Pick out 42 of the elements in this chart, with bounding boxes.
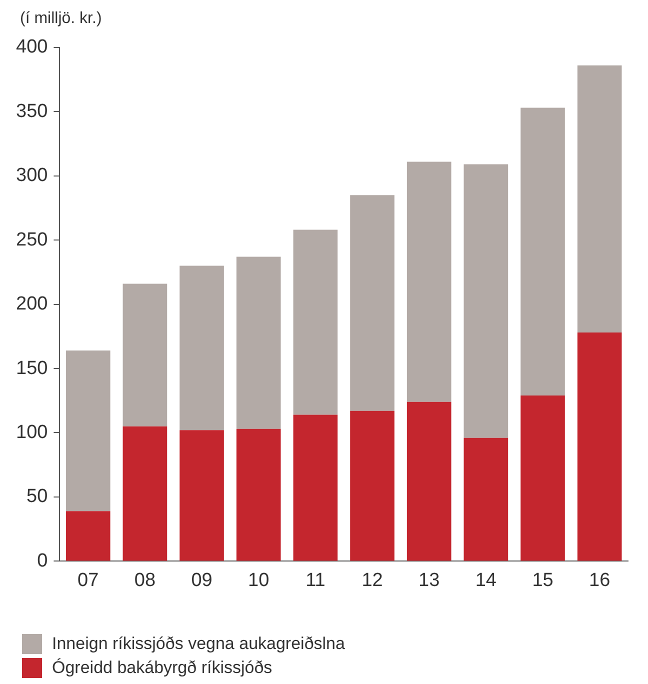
bar: [122, 284, 168, 426]
bar: [577, 332, 622, 561]
x-tick-label: 15: [532, 570, 554, 591]
bar: [350, 195, 394, 411]
y-tick-label: 200: [16, 294, 48, 315]
bar: [520, 108, 565, 396]
x-tick-label: 14: [475, 570, 497, 591]
y-tick-label: 300: [16, 165, 48, 186]
bar: [180, 266, 224, 430]
bar: [66, 350, 110, 512]
bar: [350, 410, 394, 561]
y-tick-label: 150: [16, 358, 48, 379]
bar: [577, 65, 622, 333]
x-tick-label: 13: [418, 570, 440, 591]
x-tick-label: 11: [306, 570, 326, 591]
y-tick-label: 250: [16, 229, 48, 250]
bar: [236, 428, 281, 561]
y-tick-label: 100: [16, 422, 48, 443]
bar: [293, 414, 338, 561]
bar: [180, 430, 224, 561]
y-axis-title: (í milljö. kr.): [20, 10, 102, 28]
bar: [293, 230, 338, 415]
x-tick-label: 08: [134, 570, 156, 591]
bar: [464, 438, 508, 561]
bar: [66, 511, 110, 561]
legend-label: Ógreidd bakábyrgð ríkissjóðs: [52, 658, 272, 678]
bar: [464, 164, 508, 438]
x-tick-label: 09: [191, 570, 212, 591]
x-tick-label: 16: [589, 570, 610, 591]
y-tick-label: 400: [16, 36, 48, 58]
bar: [406, 162, 452, 402]
y-tick-label: 0: [37, 550, 48, 572]
bar: [122, 426, 168, 561]
bar: [236, 256, 281, 429]
y-tick-label: 50: [26, 486, 48, 508]
x-tick-label: 10: [248, 570, 270, 591]
x-tick-label: 12: [362, 570, 383, 591]
y-tick-label: 350: [16, 100, 48, 122]
bar: [520, 396, 565, 561]
bar: [406, 402, 452, 561]
legend-label: Inneign ríkissjóðs vegna aukagreiðslna: [52, 634, 345, 654]
x-tick-label: 07: [78, 570, 99, 591]
